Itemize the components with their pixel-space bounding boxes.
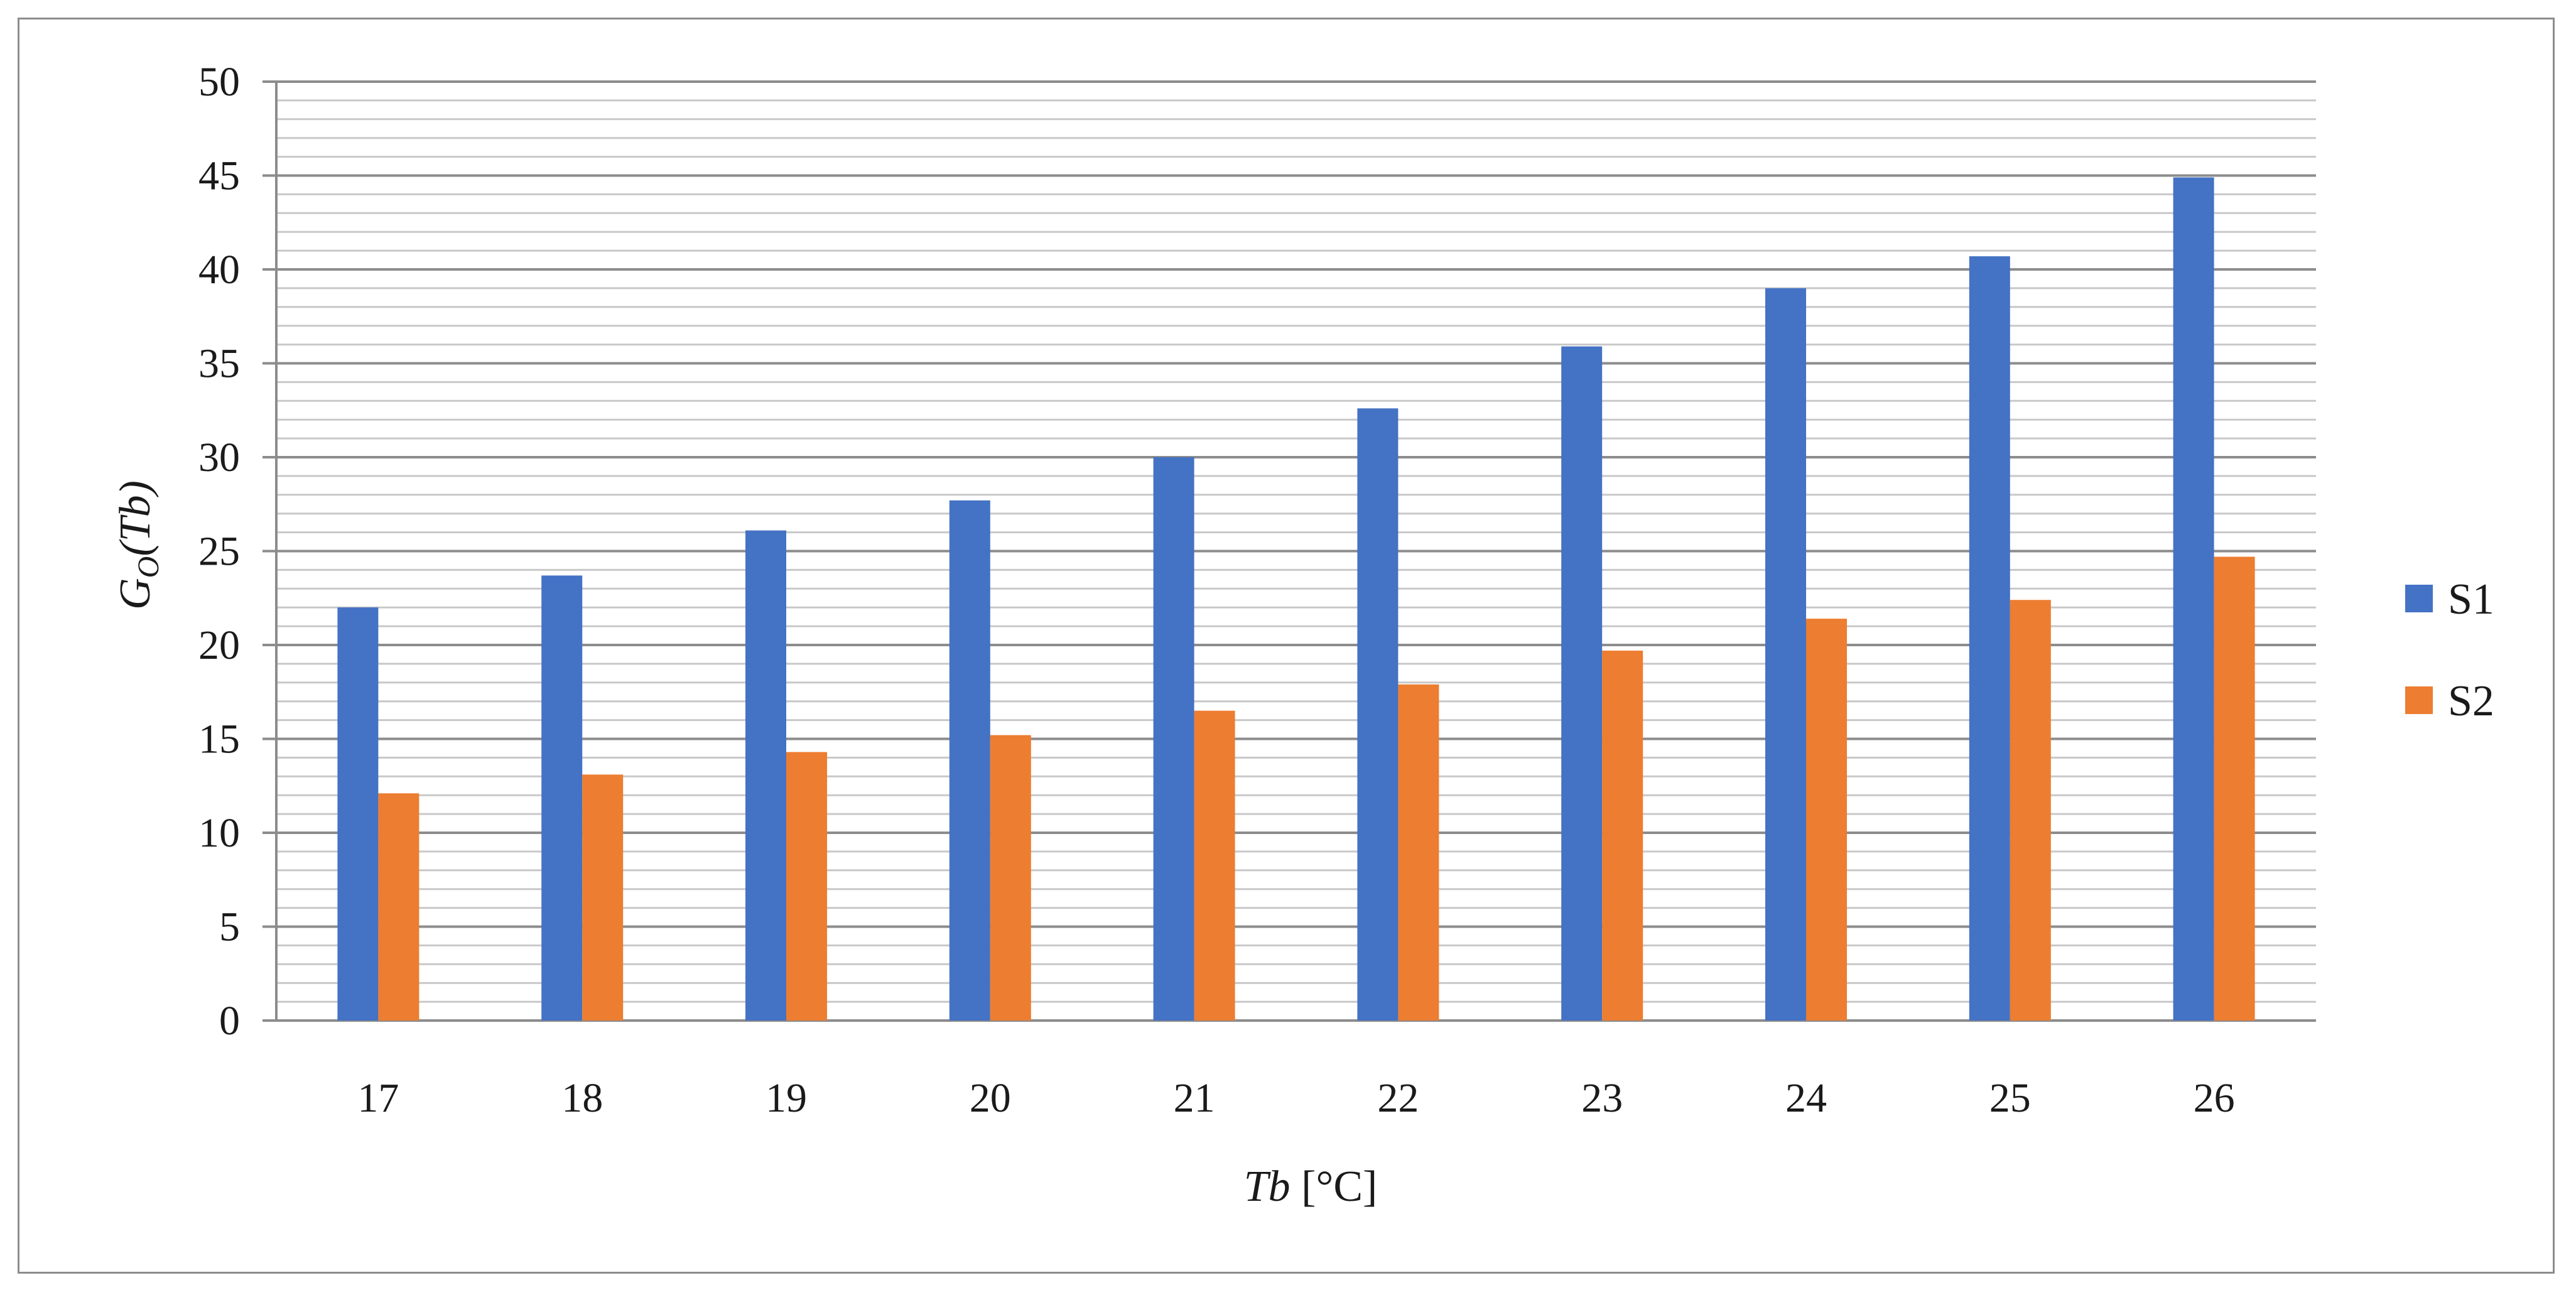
bar-s2-17 [378,793,419,1021]
bar-s2-18 [582,774,624,1021]
bar-s1-17 [337,607,379,1021]
y-tick-label: 35 [198,341,240,387]
bar-s1-20 [949,500,990,1021]
bar-s2-24 [1806,619,1847,1021]
bar-s1-19 [745,530,786,1021]
bar-s1-26 [2173,177,2214,1021]
y-tick-label: 45 [198,153,240,199]
y-tick-label: 30 [198,435,240,480]
legend-swatch-s1 [2405,585,2433,612]
bars [337,177,2255,1021]
bar-s1-21 [1153,457,1194,1021]
x-tick-label: 24 [1785,1075,1827,1121]
y-axis-title-sub: O [132,556,165,578]
y-tick-label: 10 [198,810,240,856]
bar-s2-23 [1602,650,1643,1021]
x-tick-label: 18 [561,1075,603,1121]
x-tick-label: 22 [1377,1075,1419,1121]
y-tick-label: 50 [198,59,240,105]
x-tick-label: 20 [970,1075,1011,1121]
legend-swatch-s2 [2405,686,2433,714]
x-tick-label: 17 [357,1075,399,1121]
bar-s1-23 [1561,346,1603,1021]
x-tick-label: 26 [2194,1075,2235,1121]
x-axis-title-unit: [°C] [1291,1162,1378,1211]
bar-s1-25 [1969,256,2010,1021]
y-tick-label: 20 [198,622,240,668]
x-tick-label: 21 [1174,1075,1215,1121]
legend-label-s1: S1 [2448,575,2494,624]
y-axis-title-main: G [111,578,160,610]
bar-s2-22 [1398,684,1439,1021]
legend-label-s2: S2 [2448,677,2494,725]
bar-s2-26 [2214,556,2255,1021]
y-axis-title-paren: (Tb) [111,480,160,556]
bar-s2-19 [786,752,827,1021]
x-tick-label: 25 [1989,1075,2031,1121]
bar-s1-18 [541,575,583,1021]
x-tick-labels: 17 18 19 20 21 22 23 24 25 26 [357,1075,2234,1121]
x-axis-title-var: Tb [1244,1162,1291,1211]
y-tick-label: 40 [198,247,240,293]
y-tick-labels: 0 5 10 15 20 25 30 35 40 45 50 [198,59,240,1044]
y-tick-label: 25 [198,529,240,575]
x-tick-label: 23 [1581,1075,1623,1121]
bar-s2-20 [990,735,1031,1021]
y-tick-label: 15 [198,717,240,762]
y-tick-label: 5 [219,904,240,950]
bar-s2-21 [1194,710,1235,1021]
legend: S1 S2 [2405,575,2494,725]
bar-s1-24 [1765,288,1806,1021]
x-tick-label: 19 [766,1075,807,1121]
bar-s1-22 [1357,408,1399,1021]
y-tick-label: 0 [219,998,240,1044]
y-axis-title: GO(Tb) [111,480,165,610]
bar-s2-25 [2010,600,2051,1021]
x-axis-title: Tb [°C] [1244,1162,1378,1211]
